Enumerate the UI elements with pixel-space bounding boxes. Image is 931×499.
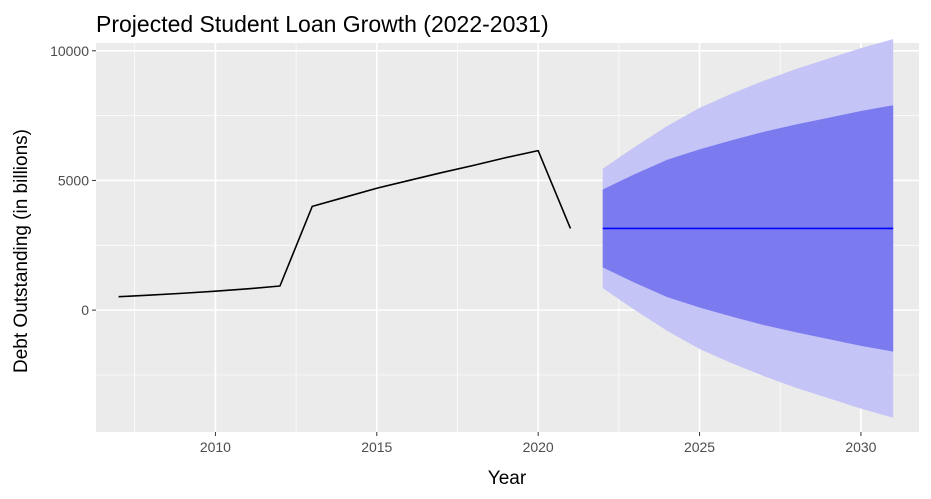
x-axis-label: Year [488,468,527,489]
series-lines [118,149,894,298]
x-axis: 2010 2015 2020 2025 2030 [200,432,877,455]
y-tick-label: 0 [81,302,89,318]
history-line [118,149,572,298]
y-axis-label: Debt Outstanding (in billions) [11,129,32,373]
x-tick-label: 2030 [845,439,876,455]
x-tick-label: 2025 [684,439,715,455]
chart-title: Projected Student Loan Growth (2022-2031… [96,11,549,37]
x-tick-label: 2010 [200,439,231,455]
x-tick-label: 2015 [361,439,392,455]
y-axis: 0 5000 10000 [50,43,96,318]
y-tick-label: 10000 [50,43,89,59]
y-tick-label: 5000 [58,172,89,188]
x-tick-label: 2020 [523,439,554,455]
gridlines [96,43,919,432]
